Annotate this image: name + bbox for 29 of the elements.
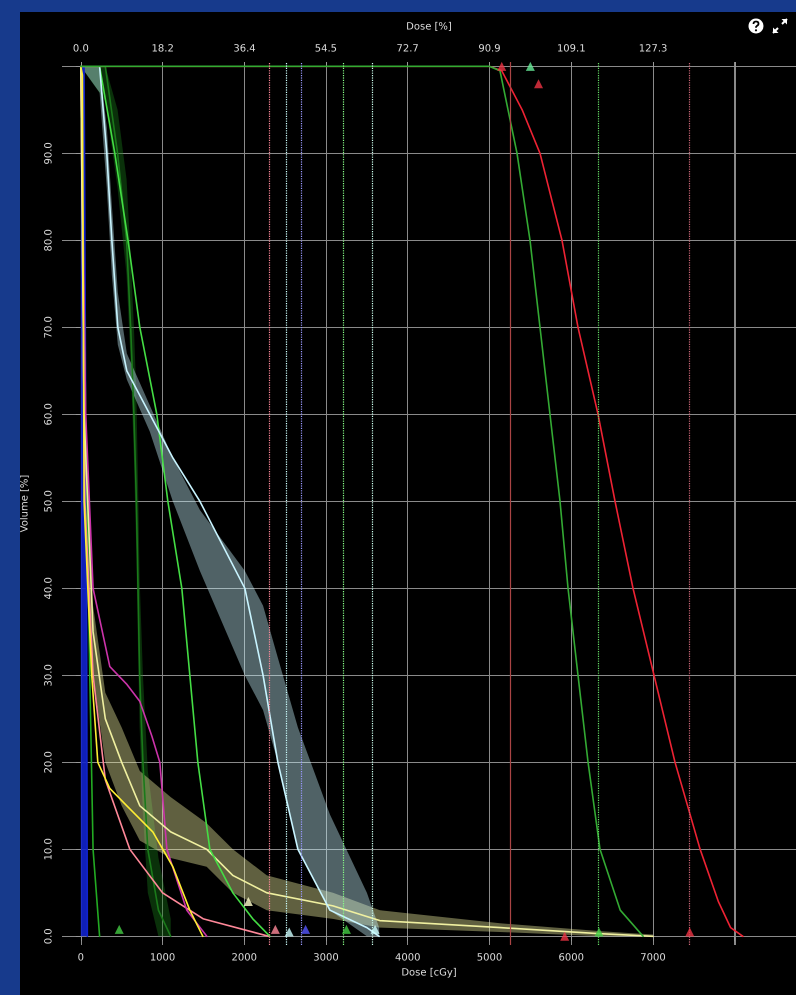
- x-axis-title: Dose [cGy]: [401, 967, 457, 978]
- y-tick-label: 30.0: [44, 664, 54, 686]
- x-tick-label: 0: [78, 952, 84, 964]
- x-tick-label: 7000: [640, 952, 666, 964]
- y-tick-label: 90.0: [44, 142, 54, 164]
- x2-tick-label: 36.4: [233, 44, 256, 54]
- x2-axis-title: Dose [%]: [406, 22, 452, 32]
- x2-tick-label: 54.5: [314, 44, 337, 54]
- x-tick-label: 5000: [476, 952, 502, 964]
- x-tick-label: 2000: [232, 952, 257, 964]
- x-tick-label: 1000: [150, 952, 176, 964]
- y-tick-label: 70.0: [44, 316, 54, 338]
- y-tick-label: 80.0: [44, 229, 54, 252]
- x2-tick-label: 72.7: [396, 44, 419, 54]
- y-tick-label: 20.0: [44, 751, 54, 774]
- x2-tick-label: 109.1: [556, 44, 586, 54]
- x2-tick-label: 18.2: [152, 44, 174, 54]
- x-tick-label: 4000: [395, 952, 420, 964]
- y-tick-label: 10.0: [44, 838, 54, 860]
- y-tick-label: 40.0: [44, 577, 54, 600]
- y-tick-label: 50.0: [44, 490, 54, 512]
- y-tick-label: 0.0: [44, 928, 54, 944]
- x2-tick-label: 90.9: [478, 44, 501, 54]
- y-axis-title: Volume [%]: [20, 474, 30, 532]
- x2-tick-label: 127.3: [638, 44, 668, 54]
- x-tick-label: 6000: [558, 952, 584, 964]
- y-tick-label: 60.0: [44, 403, 54, 426]
- x-tick-label: 3000: [313, 952, 339, 964]
- x2-tick-label: 0.0: [72, 44, 89, 54]
